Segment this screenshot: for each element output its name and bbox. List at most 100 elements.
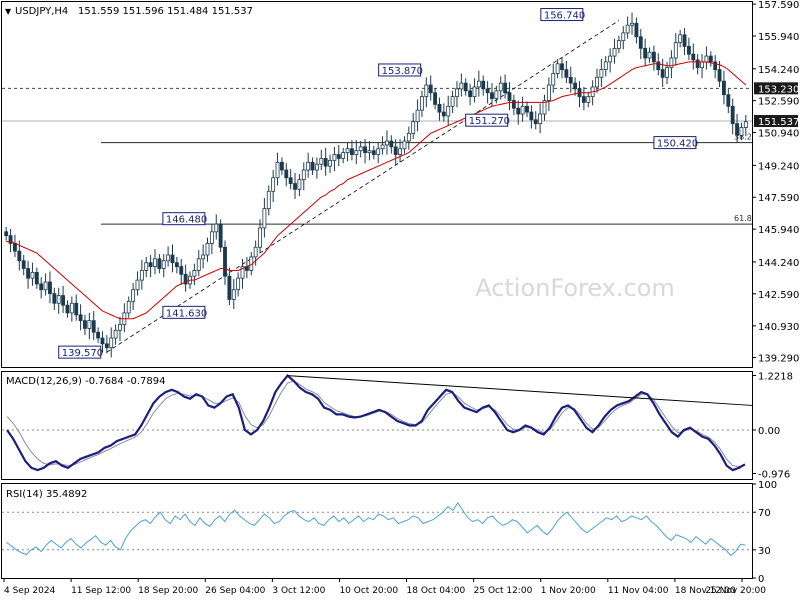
candle-body xyxy=(240,266,245,279)
rsi-tick-label: 100 xyxy=(758,480,777,491)
candle-body xyxy=(301,169,306,181)
candle-body xyxy=(153,258,157,267)
candle-body xyxy=(319,158,324,165)
candle-body xyxy=(586,96,591,103)
candle-body xyxy=(708,55,713,63)
candle-body xyxy=(476,80,481,88)
candle-body xyxy=(183,273,188,285)
candle-body xyxy=(630,22,634,26)
candle-body xyxy=(603,61,608,70)
candle-body xyxy=(743,121,748,128)
candle-body xyxy=(367,150,372,154)
candle-body xyxy=(39,283,44,291)
candle-body xyxy=(634,22,639,38)
time-tick-label: 4 Sep 2024 xyxy=(4,586,56,596)
annotation-label: 141.630 xyxy=(166,308,207,319)
price-tag-label: 153.230 xyxy=(758,84,799,95)
macd-tick-label: -0.976 xyxy=(758,469,790,480)
time-tick-label: 25 Nov 20:00 xyxy=(705,586,766,596)
fib-level-label: 61.8 xyxy=(734,214,752,223)
candle-body xyxy=(656,61,661,70)
candle-body xyxy=(218,223,223,248)
candle-body xyxy=(595,76,599,88)
annotation-label: 146.480 xyxy=(166,215,207,226)
rsi-tick-label: 0 xyxy=(758,574,764,585)
annotation-label: 156.740 xyxy=(544,11,585,22)
candle-body xyxy=(262,208,267,229)
candle-body xyxy=(332,154,337,161)
candle-body xyxy=(205,243,210,256)
macd-panel-border xyxy=(1,371,753,480)
candle-body xyxy=(65,304,70,314)
candle-body xyxy=(529,111,534,121)
annotation-label: 151.270 xyxy=(469,116,510,127)
trendline-dashed xyxy=(106,20,620,353)
candle-body xyxy=(625,24,630,34)
candle-body xyxy=(726,94,731,107)
time-tick-label: 1 Nov 20:00 xyxy=(541,586,596,596)
macd-line xyxy=(6,373,746,472)
candle-body xyxy=(113,329,118,339)
candle-body xyxy=(608,55,613,63)
candle-body xyxy=(713,61,718,70)
candle-body xyxy=(354,150,359,155)
candle-body xyxy=(455,88,459,98)
candle-body xyxy=(481,80,486,90)
macd-indicator: 1.2218 0.00 -0.976 xyxy=(2,371,793,480)
candle-body xyxy=(209,231,214,244)
candle-body xyxy=(166,254,171,262)
candle-body xyxy=(546,84,551,101)
candle-body xyxy=(402,140,407,150)
candle-body xyxy=(525,105,529,113)
time-tick-label: 18 Sep 20:00 xyxy=(138,586,198,596)
candle-body xyxy=(695,59,700,69)
candle-body xyxy=(288,177,293,184)
rsi-label: RSI(14) 35.4892 xyxy=(6,489,87,500)
candle-body xyxy=(118,324,122,331)
rsi-line xyxy=(6,501,746,557)
candle-body xyxy=(682,34,687,47)
candle-body xyxy=(253,246,258,258)
main-panel-border xyxy=(1,1,753,368)
annotation-box xyxy=(653,136,697,150)
candle-body xyxy=(34,271,39,285)
candle-body xyxy=(144,262,149,271)
rsi-indicator: 100 70 30 0 xyxy=(2,480,777,585)
candle-body xyxy=(538,113,543,125)
candle-body xyxy=(83,320,87,329)
watermark-text: ActionForex.com xyxy=(475,274,675,302)
candle-body xyxy=(647,51,652,59)
candle-body xyxy=(533,119,538,125)
candle-body xyxy=(161,260,166,269)
candle-body xyxy=(174,262,179,267)
price-tag-box xyxy=(754,115,798,128)
candlestick-series xyxy=(4,12,748,358)
price-tag-box xyxy=(754,82,798,95)
candle-body xyxy=(69,302,74,314)
candle-body xyxy=(271,177,276,192)
candle-body xyxy=(109,337,114,349)
candle-body xyxy=(30,271,35,279)
candle-body xyxy=(700,61,704,69)
candle-body xyxy=(61,295,66,306)
candle-body xyxy=(371,150,376,155)
fibonacci-levels: 38.2 61.8 xyxy=(2,87,752,225)
candle-body xyxy=(56,295,61,304)
time-tick-label: 18 Oct 04:00 xyxy=(407,586,466,596)
dropdown-triangle-icon[interactable]: ▼ xyxy=(5,7,12,16)
symbol-label: USDJPY,H4 xyxy=(15,6,68,17)
candle-body xyxy=(4,231,9,237)
candle-body xyxy=(349,148,354,155)
price-tick-label: 149.240 xyxy=(758,161,799,172)
candle-body xyxy=(139,270,144,281)
candle-body xyxy=(735,123,739,136)
annotation-box xyxy=(465,113,509,127)
candle-body xyxy=(201,254,206,260)
candle-body xyxy=(665,67,669,78)
candle-body xyxy=(196,258,201,271)
rsi-tick-label: 70 xyxy=(758,508,771,519)
candle-body xyxy=(398,148,403,155)
ma-line xyxy=(6,61,747,320)
macd-tick-label: 0.00 xyxy=(758,426,780,437)
candle-body xyxy=(721,80,726,96)
